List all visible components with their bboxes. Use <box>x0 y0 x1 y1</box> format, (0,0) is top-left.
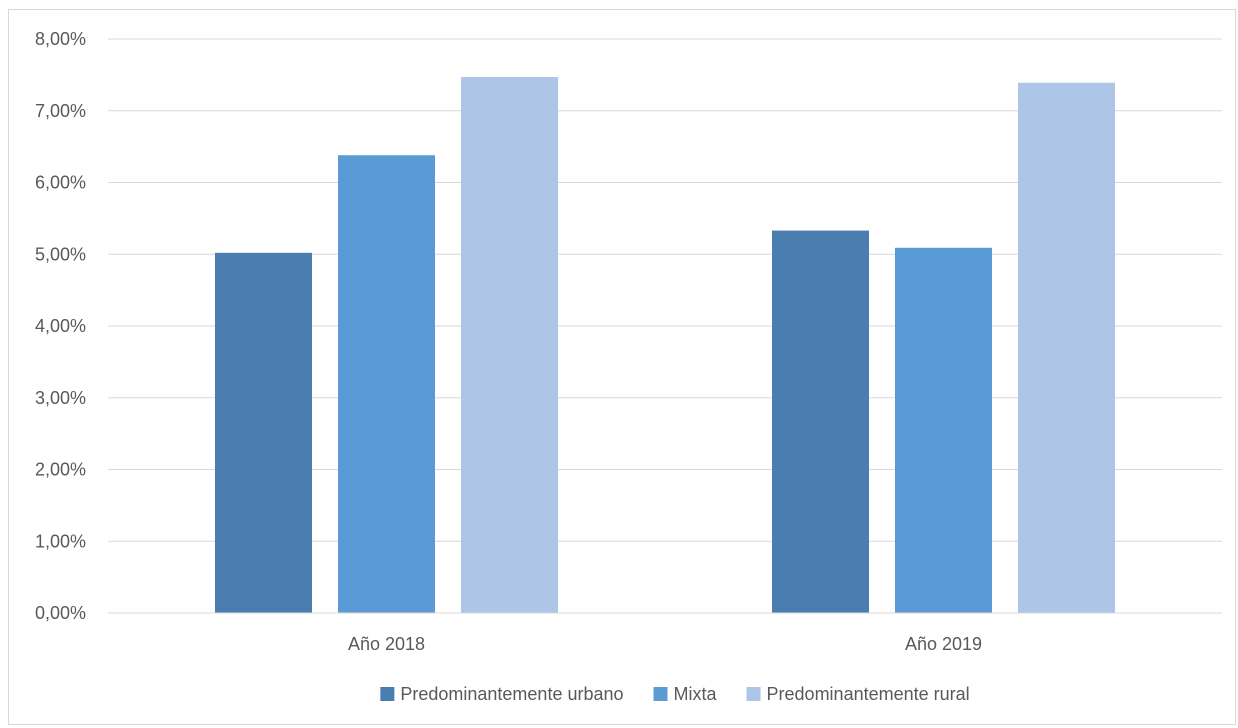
y-tick-label: 4,00% <box>35 316 86 336</box>
bar <box>772 230 869 613</box>
y-tick-label: 5,00% <box>35 244 86 264</box>
x-axis-tick-labels: Año 2018 Año 2019 <box>348 634 982 654</box>
y-axis-tick-labels: 0,00% 1,00% 2,00% 3,00% 4,00% 5,00% 6,00% 7,00%… <box>35 29 86 623</box>
bar <box>215 252 312 613</box>
legend-label: Mixta <box>674 684 718 704</box>
legend: Predominantemente urbano Mixta Predominant… <box>380 684 970 704</box>
y-tick-label: 2,00% <box>35 460 86 480</box>
legend-label: Predominantemente rural <box>767 684 970 704</box>
legend-item: Predominantemente urbano <box>380 684 624 704</box>
y-tick-label: 0,00% <box>35 603 86 623</box>
legend-swatch <box>746 687 761 701</box>
legend-item: Mixta <box>653 684 718 704</box>
legend-swatch <box>380 687 395 701</box>
bar <box>895 247 992 614</box>
y-tick-label: 1,00% <box>35 531 86 551</box>
y-tick-label: 8,00% <box>35 29 86 49</box>
y-tick-label: 7,00% <box>35 101 86 121</box>
y-tick-label: 3,00% <box>35 388 86 408</box>
x-tick-label: Año 2018 <box>348 634 425 654</box>
legend-label: Predominantemente urbano <box>400 684 623 704</box>
legend-swatch <box>653 687 668 701</box>
legend-item: Predominantemente rural <box>746 684 970 704</box>
bars <box>215 77 1115 614</box>
bar <box>1018 82 1115 613</box>
x-tick-label: Año 2019 <box>905 634 982 654</box>
bar <box>461 77 558 614</box>
y-tick-label: 6,00% <box>35 173 86 193</box>
bar <box>338 155 435 614</box>
